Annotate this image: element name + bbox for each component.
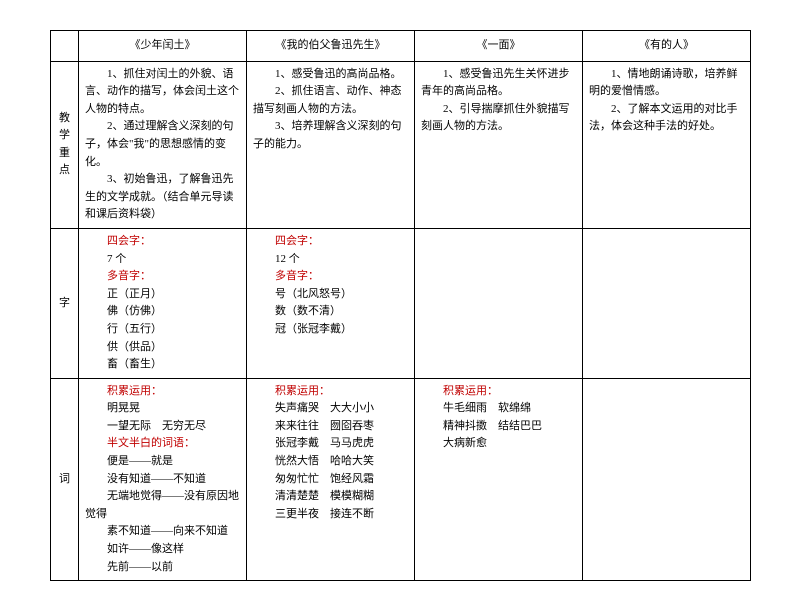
jilei-label-2: 积累运用： xyxy=(253,383,408,401)
lesson-table: 《少年闰土》 《我的伯父鲁迅先生》 《一面》 《有的人》 教学重点 1、抓住对闰… xyxy=(50,30,751,581)
focus-col2-2: 2、抓住语言、动作、神态描写刻画人物的方法。 xyxy=(253,83,408,118)
jilei-2-0: 失声痛哭 大大小小 xyxy=(253,400,408,418)
duoyin-2-1: 数（数不清） xyxy=(253,303,408,321)
sihui-count-2: 12 个 xyxy=(253,251,408,269)
banwen-1-2: 无端地觉得——没有原因地觉得 xyxy=(85,488,240,523)
focus-col2-1: 1、感受鲁迅的高尚品格。 xyxy=(253,66,408,84)
duoyin-1-0: 正（正月） xyxy=(85,286,240,304)
jilei-3-1: 精神抖擞 结结巴巴 xyxy=(421,418,576,436)
jilei-label-1: 积累运用： xyxy=(85,383,240,401)
focus-col3-1: 1、感受鲁迅先生关怀进步青年的高尚品格。 xyxy=(421,66,576,101)
word-row: 词 积累运用： 明晃晃 一望无际 无穷无尽 半文半白的词语： 便是——就是 没有… xyxy=(51,378,751,581)
banwen-1-3: 素不知道——向来不知道 xyxy=(85,523,240,541)
duoyin-label-1: 多音字： xyxy=(85,268,240,286)
header-2: 《我的伯父鲁迅先生》 xyxy=(247,31,415,62)
jilei-label-3: 积累运用： xyxy=(421,383,576,401)
jilei-2-6: 三更半夜 接连不断 xyxy=(253,506,408,524)
focus-col3: 1、感受鲁迅先生关怀进步青年的高尚品格。 2、引导揣摩抓住外貌描写刻画人物的方法… xyxy=(415,61,583,228)
jilei-3-2: 大病新愈 xyxy=(421,435,576,453)
jilei-2-3: 恍然大悟 哈哈大笑 xyxy=(253,453,408,471)
jilei-3-0: 牛毛细雨 软绵绵 xyxy=(421,400,576,418)
header-row: 《少年闰土》 《我的伯父鲁迅先生》 《一面》 《有的人》 xyxy=(51,31,751,62)
duoyin-1-2: 行（五行） xyxy=(85,321,240,339)
sihui-label-2: 四会字： xyxy=(253,233,408,251)
focus-col4: 1、情地朗诵诗歌，培养鲜明的爱憎情感。 2、了解本文运用的对比手法，体会这种手法… xyxy=(583,61,751,228)
focus-col3-2: 2、引导揣摩抓住外貌描写刻画人物的方法。 xyxy=(421,101,576,136)
focus-col1-2: 2、通过理解含义深刻的句子，体会"我"的思想感情的变化。 xyxy=(85,118,240,171)
duoyin-1-3: 供（供品） xyxy=(85,339,240,357)
char-col4 xyxy=(583,228,751,378)
banwen-label-1: 半文半白的词语： xyxy=(85,435,240,453)
char-col3 xyxy=(415,228,583,378)
focus-row: 教学重点 1、抓住对闰土的外貌、语言、动作的描写，体会闰土这个人物的特点。 2、… xyxy=(51,61,751,228)
focus-col1: 1、抓住对闰土的外貌、语言、动作的描写，体会闰土这个人物的特点。 2、通过理解含… xyxy=(79,61,247,228)
word-col1: 积累运用： 明晃晃 一望无际 无穷无尽 半文半白的词语： 便是——就是 没有知道… xyxy=(79,378,247,581)
word-col3: 积累运用： 牛毛细雨 软绵绵 精神抖擞 结结巴巴 大病新愈 xyxy=(415,378,583,581)
sihui-label-1: 四会字： xyxy=(85,233,240,251)
jilei-1-1: 一望无际 无穷无尽 xyxy=(85,418,240,436)
duoyin-1-4: 畜（畜生） xyxy=(85,356,240,374)
duoyin-2-2: 冠（张冠李戴） xyxy=(253,321,408,339)
word-col4 xyxy=(583,378,751,581)
banwen-1-5: 先前——以前 xyxy=(85,559,240,577)
banwen-1-0: 便是——就是 xyxy=(85,453,240,471)
header-empty xyxy=(51,31,79,62)
char-col1: 四会字： 7 个 多音字： 正（正月） 佛（仿佛） 行（五行） 供（供品） 畜（… xyxy=(79,228,247,378)
focus-col1-3: 3、初始鲁迅，了解鲁迅先生的文学成就。（结合单元导读和课后资料袋） xyxy=(85,171,240,224)
word-col2: 积累运用： 失声痛哭 大大小小 来来往往 囫囵吞枣 张冠李戴 马马虎虎 恍然大悟… xyxy=(247,378,415,581)
word-label: 词 xyxy=(51,378,79,581)
jilei-2-2: 张冠李戴 马马虎虎 xyxy=(253,435,408,453)
sihui-count-1: 7 个 xyxy=(85,251,240,269)
jilei-2-4: 匆匆忙忙 饱经风霜 xyxy=(253,471,408,489)
focus-col2-3: 3、培养理解含义深刻的句子的能力。 xyxy=(253,118,408,153)
jilei-2-1: 来来往往 囫囵吞枣 xyxy=(253,418,408,436)
header-4: 《有的人》 xyxy=(583,31,751,62)
duoyin-2-0: 号（北风怒号） xyxy=(253,286,408,304)
jilei-2-5: 清清楚楚 模模糊糊 xyxy=(253,488,408,506)
char-row: 字 四会字： 7 个 多音字： 正（正月） 佛（仿佛） 行（五行） 供（供品） … xyxy=(51,228,751,378)
focus-col1-1: 1、抓住对闰土的外貌、语言、动作的描写，体会闰土这个人物的特点。 xyxy=(85,66,240,119)
focus-col4-2: 2、了解本文运用的对比手法，体会这种手法的好处。 xyxy=(589,101,744,136)
focus-label: 教学重点 xyxy=(51,61,79,228)
char-col2: 四会字： 12 个 多音字： 号（北风怒号） 数（数不清） 冠（张冠李戴） xyxy=(247,228,415,378)
banwen-1-4: 如许——像这样 xyxy=(85,541,240,559)
duoyin-1-1: 佛（仿佛） xyxy=(85,303,240,321)
focus-col4-1: 1、情地朗诵诗歌，培养鲜明的爱憎情感。 xyxy=(589,66,744,101)
jilei-1-0: 明晃晃 xyxy=(85,400,240,418)
focus-col2: 1、感受鲁迅的高尚品格。 2、抓住语言、动作、神态描写刻画人物的方法。 3、培养… xyxy=(247,61,415,228)
banwen-1-1: 没有知道——不知道 xyxy=(85,471,240,489)
header-3: 《一面》 xyxy=(415,31,583,62)
duoyin-label-2: 多音字： xyxy=(253,268,408,286)
header-1: 《少年闰土》 xyxy=(79,31,247,62)
char-label: 字 xyxy=(51,228,79,378)
